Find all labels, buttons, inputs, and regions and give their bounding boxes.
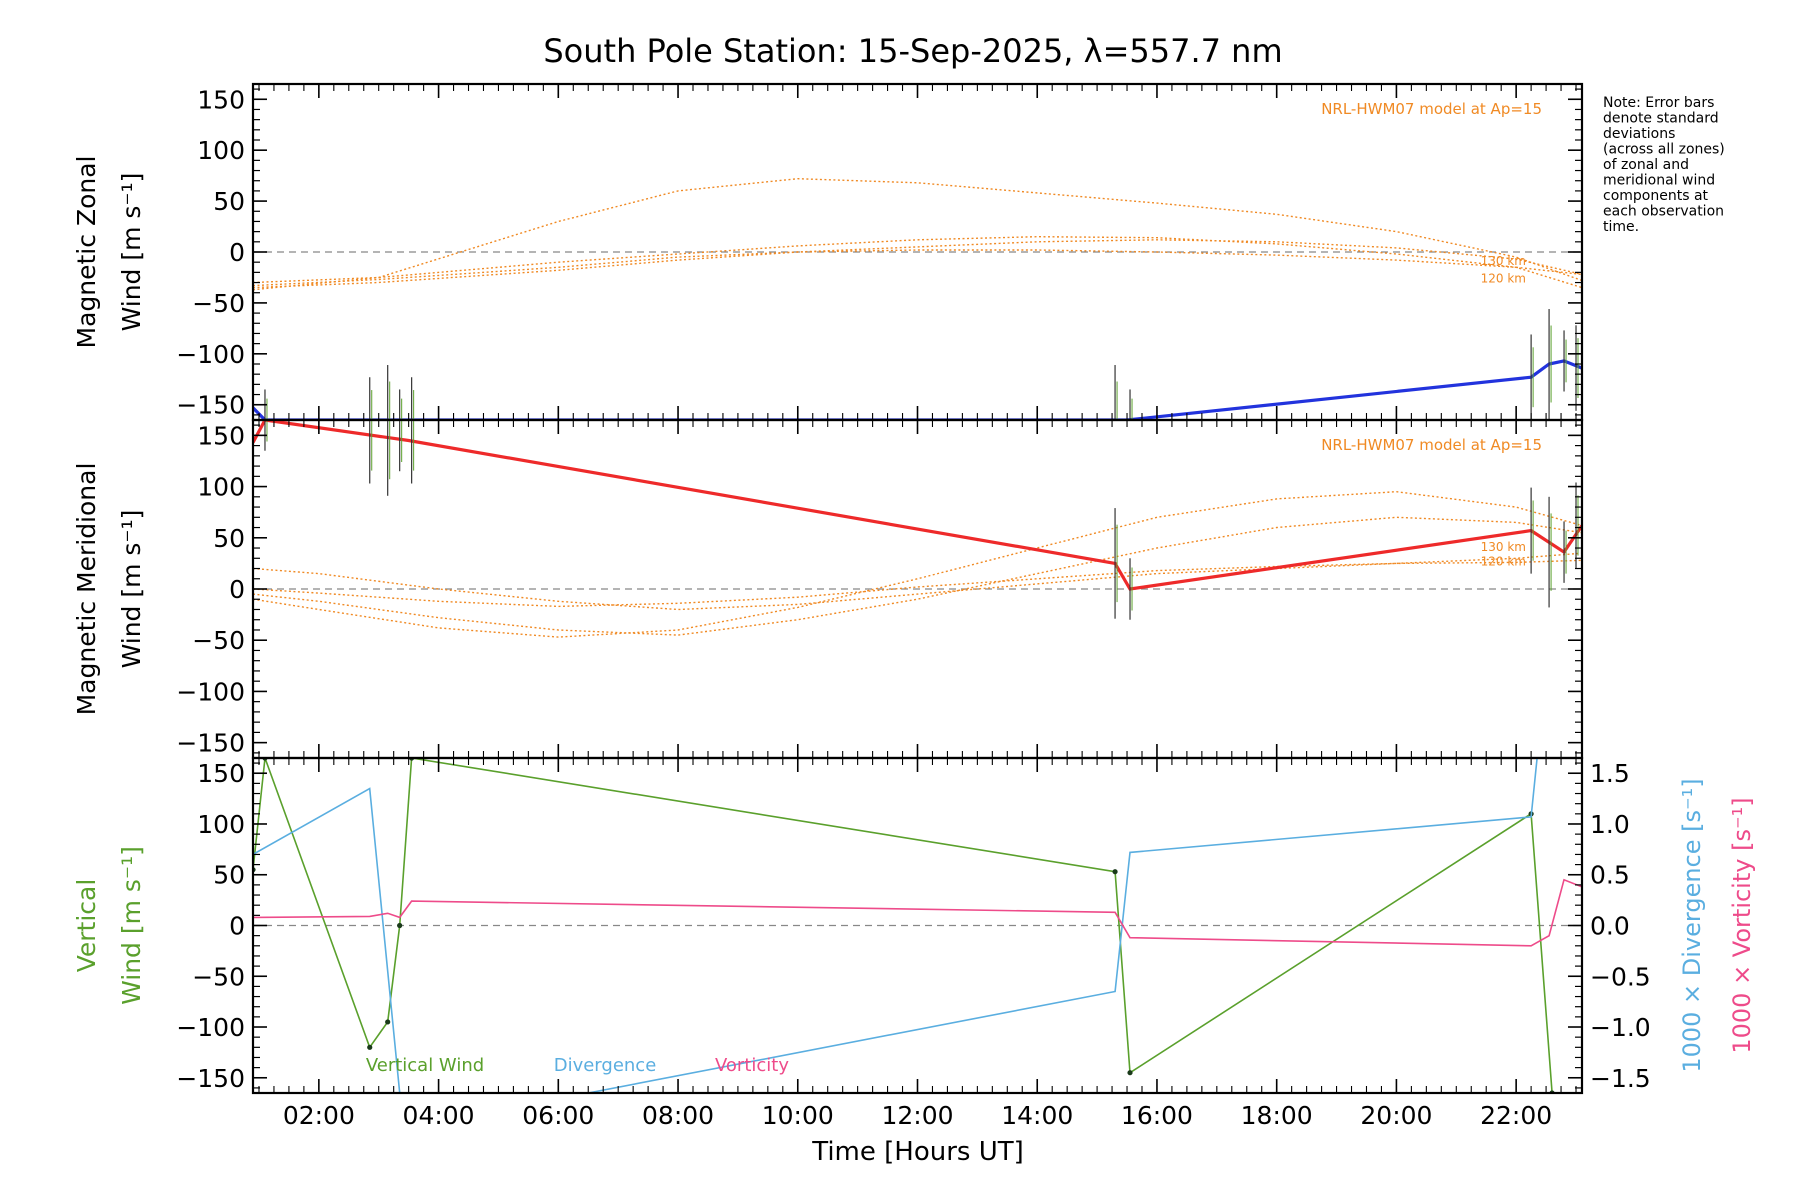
y-tick-label: 100 bbox=[197, 810, 245, 839]
y2-tick-label: −0.5 bbox=[1590, 962, 1651, 991]
y-tick-label: −50 bbox=[192, 289, 245, 318]
y-axis-label: Wind [m s⁻¹] bbox=[117, 846, 146, 1005]
model-altitude-label: 120 km bbox=[1481, 554, 1526, 568]
model-curve bbox=[253, 490, 1582, 638]
vertical-wind-point bbox=[1112, 869, 1118, 875]
model-curve bbox=[253, 552, 1582, 611]
y-tick-label: −150 bbox=[176, 1064, 245, 1093]
model-label: NRL-HWM07 model at Ap=15 bbox=[1321, 100, 1542, 118]
y-tick-label: 100 bbox=[197, 136, 245, 165]
model-curve bbox=[253, 239, 1582, 289]
vertical-wind-point bbox=[367, 1044, 373, 1050]
note-line: meridional wind bbox=[1603, 173, 1715, 189]
y-axis-label: Magnetic Zonal bbox=[72, 156, 101, 349]
x-tick-label: 08:00 bbox=[642, 1101, 714, 1130]
note-line: Note: Error bars bbox=[1603, 95, 1714, 111]
divergence-line bbox=[253, 758, 1538, 1093]
y2-axis-label: 1000 × Divergence [s⁻¹] bbox=[1678, 778, 1706, 1072]
x-tick-label: 04:00 bbox=[403, 1101, 475, 1130]
y-tick-label: 150 bbox=[197, 759, 245, 788]
vertical-wind-line bbox=[253, 758, 1553, 1093]
y2-tick-label: 0.0 bbox=[1590, 912, 1630, 941]
vertical-wind-point bbox=[397, 922, 403, 929]
meridional-wind-panel: 150 100 50 0 −50 −100 −150 Magnetic Meridional W… bbox=[72, 418, 1584, 760]
panel-frame bbox=[251, 756, 1584, 1095]
y-tick-label: 50 bbox=[213, 187, 245, 216]
y-tick-label: 150 bbox=[197, 421, 245, 450]
y2-tick-label: 1.0 bbox=[1590, 810, 1630, 839]
note-line: deviations bbox=[1603, 126, 1675, 142]
y-tick-label: −150 bbox=[176, 729, 245, 758]
y-axis-label: Wind [m s⁻¹] bbox=[117, 510, 146, 669]
note-line: (across all zones) bbox=[1603, 142, 1725, 158]
y-tick-label: 0 bbox=[229, 238, 245, 267]
model-label: NRL-HWM07 model at Ap=15 bbox=[1321, 436, 1542, 454]
y-tick-label: 150 bbox=[197, 85, 245, 114]
model-curve bbox=[253, 559, 1582, 608]
y-tick-label: −150 bbox=[176, 391, 245, 420]
legend-item: Divergence bbox=[554, 1055, 657, 1076]
legend-item: Vertical Wind bbox=[366, 1055, 484, 1076]
x-tick-label: 12:00 bbox=[881, 1101, 953, 1130]
vertical-wind-point bbox=[1127, 1070, 1133, 1076]
y-axis-label: Wind [m s⁻¹] bbox=[117, 173, 146, 332]
model-altitude-label: 130 km bbox=[1481, 254, 1526, 268]
x-tick-label: 16:00 bbox=[1121, 1101, 1193, 1130]
vorticity-line bbox=[253, 878, 1582, 947]
model-curve bbox=[253, 235, 1582, 289]
note-line: each observation bbox=[1603, 204, 1724, 220]
model-curve bbox=[253, 249, 1582, 287]
y-tick-label: 50 bbox=[213, 524, 245, 553]
x-tick-label: 10:00 bbox=[762, 1101, 834, 1130]
model-curve bbox=[253, 177, 1582, 291]
note-line: of zonal and bbox=[1603, 157, 1689, 173]
y-tick-label: 0 bbox=[229, 575, 245, 604]
y2-axis-label: 1000 × Vorticity [s⁻¹] bbox=[1728, 797, 1756, 1053]
y-tick-label: −50 bbox=[192, 626, 245, 655]
x-tick-label: 02:00 bbox=[283, 1101, 355, 1130]
y-tick-label: −100 bbox=[176, 1013, 245, 1042]
figure-title: South Pole Station: 15-Sep-2025, λ=557.7… bbox=[543, 32, 1282, 70]
note-line: time. bbox=[1603, 219, 1639, 235]
y-tick-label: −100 bbox=[176, 340, 245, 369]
note-line: components at bbox=[1603, 188, 1709, 204]
y-tick-label: −100 bbox=[176, 677, 245, 706]
vertical-wind-panel: 150 100 50 0 −50 −100 −150 Vertical Wind [m s⁻¹]… bbox=[72, 756, 1756, 1130]
y2-tick-label: −1.5 bbox=[1590, 1064, 1651, 1093]
y2-tick-label: 0.5 bbox=[1590, 861, 1630, 890]
note-line: denote standard bbox=[1603, 111, 1719, 127]
y-axis-label: Vertical bbox=[72, 879, 101, 973]
x-tick-label: 18:00 bbox=[1241, 1101, 1313, 1130]
y-tick-label: 100 bbox=[197, 473, 245, 502]
x-tick-label: 06:00 bbox=[522, 1101, 594, 1130]
y-tick-label: 50 bbox=[213, 861, 245, 890]
zonal-wind-panel: 150 100 50 0 −50 −100 −150 Magnetic Zonal Wind [… bbox=[72, 82, 1584, 422]
x-axis-label: Time [Hours UT] bbox=[811, 1137, 1024, 1167]
y2-tick-label: −1.0 bbox=[1590, 1013, 1651, 1042]
x-tick-label: 22:00 bbox=[1480, 1101, 1552, 1130]
y-tick-label: −50 bbox=[192, 962, 245, 991]
x-tick-label: 14:00 bbox=[1001, 1101, 1073, 1130]
plot-area bbox=[253, 177, 1582, 420]
x-tick-label: 20:00 bbox=[1360, 1101, 1432, 1130]
plot-area bbox=[253, 758, 1582, 1093]
model-curve bbox=[253, 516, 1582, 636]
vertical-wind-point bbox=[385, 1019, 391, 1025]
y-axis-label: Magnetic Meridional bbox=[72, 463, 101, 716]
model-altitude-label: 120 km bbox=[1481, 271, 1526, 285]
model-altitude-label: 130 km bbox=[1481, 540, 1526, 554]
y2-tick-label: 1.5 bbox=[1590, 759, 1630, 788]
y-tick-label: 0 bbox=[229, 912, 245, 941]
legend-item: Vorticity bbox=[715, 1055, 789, 1076]
